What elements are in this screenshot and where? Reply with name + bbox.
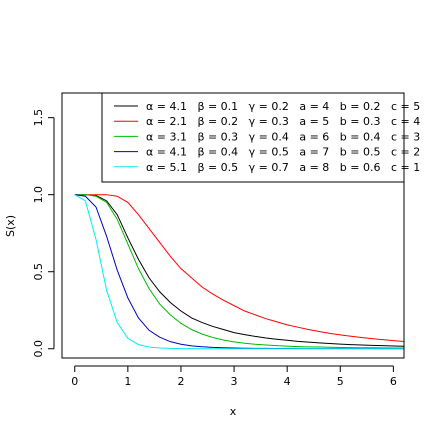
y-tick-label: 1.5: [32, 109, 45, 127]
x-tick-label: 5: [337, 375, 344, 388]
x-axis-label: x: [230, 405, 237, 418]
legend-label-4: α = 4.1 β = 0.4 γ = 0.5 a = 7 b = 0.5 c …: [146, 146, 420, 159]
y-tick-label: 1.0: [32, 186, 45, 204]
y-axis-label: S(x): [4, 215, 17, 237]
legend-label-3: α = 3.1 β = 0.3 γ = 0.4 a = 6 b = 0.4 c …: [146, 130, 420, 143]
legend-label-1: α = 4.1 β = 0.1 γ = 0.2 a = 4 b = 0.2 c …: [146, 100, 420, 113]
x-tick-label: 2: [177, 375, 184, 388]
x-tick-label: 4: [284, 375, 291, 388]
y-tick-label: 0.5: [32, 263, 45, 281]
legend-label-2: α = 2.1 β = 0.2 γ = 0.3 a = 5 b = 0.3 c …: [146, 115, 420, 128]
y-tick-label: 0.0: [32, 340, 45, 358]
x-tick-label: 0: [71, 375, 78, 388]
series-line-5: [74, 194, 404, 350]
legend-label-5: α = 5.1 β = 0.5 γ = 0.7 a = 8 b = 0.6 c …: [146, 161, 420, 174]
x-tick-label: 1: [124, 375, 131, 388]
series-line-2: [74, 194, 404, 343]
series-line-3: [74, 194, 404, 349]
x-axis: 0 1 2 3 4 5 6: [71, 365, 397, 388]
legend: α = 4.1 β = 0.1 γ = 0.2 a = 4 b = 0.2 c …: [101, 92, 420, 183]
x-tick-label: 6: [390, 375, 397, 388]
x-tick-label: 3: [231, 375, 238, 388]
y-axis: 0.0 0.5 1.0 1.5: [32, 109, 55, 358]
legend-box: [101, 92, 405, 183]
series-line-1: [74, 194, 404, 347]
series-line-4: [74, 194, 404, 350]
curves-layer: [74, 194, 404, 350]
